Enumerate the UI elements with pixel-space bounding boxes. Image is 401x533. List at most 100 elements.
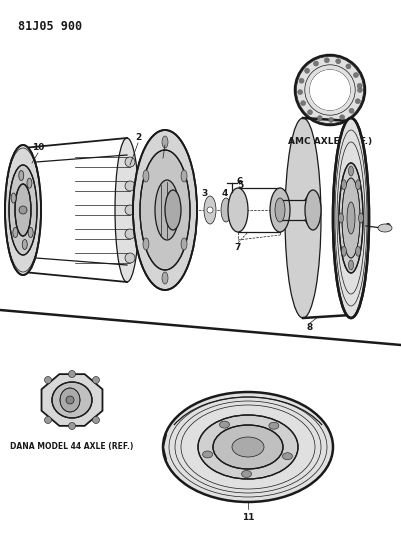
Circle shape	[346, 64, 351, 69]
Text: 81J05 900: 81J05 900	[18, 20, 82, 33]
Text: 1: 1	[162, 135, 168, 144]
Circle shape	[324, 58, 329, 63]
Circle shape	[336, 59, 341, 64]
Ellipse shape	[181, 170, 187, 182]
Ellipse shape	[219, 421, 229, 428]
Ellipse shape	[348, 260, 354, 270]
Ellipse shape	[125, 229, 135, 239]
Ellipse shape	[165, 190, 181, 230]
Text: 2: 2	[135, 133, 141, 142]
Circle shape	[357, 83, 362, 88]
Ellipse shape	[269, 422, 279, 429]
Ellipse shape	[356, 180, 360, 190]
Circle shape	[69, 423, 75, 430]
Circle shape	[19, 206, 27, 214]
Ellipse shape	[60, 388, 80, 412]
Circle shape	[317, 116, 322, 120]
Circle shape	[45, 416, 51, 424]
Circle shape	[298, 90, 303, 94]
Text: 6: 6	[237, 176, 243, 185]
Ellipse shape	[155, 180, 179, 240]
Text: 8: 8	[307, 324, 313, 333]
Ellipse shape	[356, 246, 360, 256]
Circle shape	[66, 396, 74, 404]
Text: AMC AXLE (REF.): AMC AXLE (REF.)	[288, 137, 372, 146]
Ellipse shape	[11, 193, 16, 203]
Ellipse shape	[19, 171, 24, 181]
Circle shape	[93, 416, 99, 424]
Circle shape	[207, 207, 213, 213]
Circle shape	[357, 87, 363, 93]
Circle shape	[301, 101, 306, 106]
Ellipse shape	[181, 238, 187, 250]
Ellipse shape	[341, 180, 346, 190]
Ellipse shape	[213, 425, 283, 469]
Text: 9: 9	[385, 223, 391, 232]
Circle shape	[45, 376, 51, 384]
Ellipse shape	[5, 145, 41, 275]
Ellipse shape	[162, 272, 168, 284]
Ellipse shape	[27, 178, 32, 188]
Ellipse shape	[140, 150, 190, 270]
Circle shape	[310, 70, 350, 110]
Circle shape	[353, 72, 358, 77]
Circle shape	[305, 68, 310, 73]
Ellipse shape	[358, 213, 363, 223]
Ellipse shape	[378, 224, 392, 232]
Text: DANA MODEL 44 AXLE (REF.): DANA MODEL 44 AXLE (REF.)	[10, 442, 134, 451]
Ellipse shape	[275, 198, 285, 222]
Text: 10: 10	[32, 143, 44, 152]
Circle shape	[355, 99, 360, 104]
Ellipse shape	[241, 471, 251, 478]
Circle shape	[93, 376, 99, 384]
Ellipse shape	[221, 198, 231, 222]
Ellipse shape	[15, 184, 31, 236]
Ellipse shape	[338, 213, 344, 223]
Ellipse shape	[52, 382, 92, 418]
Ellipse shape	[282, 453, 292, 460]
Text: 11: 11	[242, 513, 254, 522]
Ellipse shape	[347, 202, 355, 234]
Ellipse shape	[115, 138, 139, 282]
Circle shape	[328, 117, 334, 123]
Text: 5: 5	[237, 182, 243, 190]
Ellipse shape	[341, 246, 346, 256]
Polygon shape	[42, 374, 103, 426]
Ellipse shape	[333, 118, 369, 318]
Ellipse shape	[143, 238, 149, 250]
Ellipse shape	[22, 239, 27, 249]
Ellipse shape	[342, 178, 360, 258]
Ellipse shape	[339, 163, 363, 273]
Ellipse shape	[162, 136, 168, 148]
Ellipse shape	[203, 451, 213, 458]
Circle shape	[69, 370, 75, 377]
Ellipse shape	[270, 188, 290, 232]
Circle shape	[295, 55, 365, 125]
Circle shape	[349, 108, 354, 114]
Text: 7: 7	[235, 244, 241, 253]
Text: 3: 3	[202, 189, 208, 198]
Circle shape	[308, 110, 312, 115]
Circle shape	[340, 115, 345, 120]
Ellipse shape	[348, 166, 354, 176]
Ellipse shape	[228, 188, 248, 232]
Circle shape	[299, 78, 304, 83]
Ellipse shape	[28, 228, 33, 238]
Ellipse shape	[125, 157, 135, 167]
Ellipse shape	[125, 253, 135, 263]
Ellipse shape	[133, 130, 197, 290]
Circle shape	[310, 70, 350, 110]
Ellipse shape	[285, 118, 321, 318]
Ellipse shape	[125, 205, 135, 215]
Ellipse shape	[198, 415, 298, 479]
Ellipse shape	[232, 437, 264, 457]
Ellipse shape	[163, 392, 333, 502]
Ellipse shape	[13, 228, 18, 238]
Ellipse shape	[143, 170, 149, 182]
Text: 4: 4	[222, 189, 228, 198]
Ellipse shape	[305, 190, 321, 230]
Circle shape	[314, 61, 318, 66]
Ellipse shape	[125, 181, 135, 191]
Ellipse shape	[204, 196, 216, 224]
Ellipse shape	[9, 165, 37, 255]
